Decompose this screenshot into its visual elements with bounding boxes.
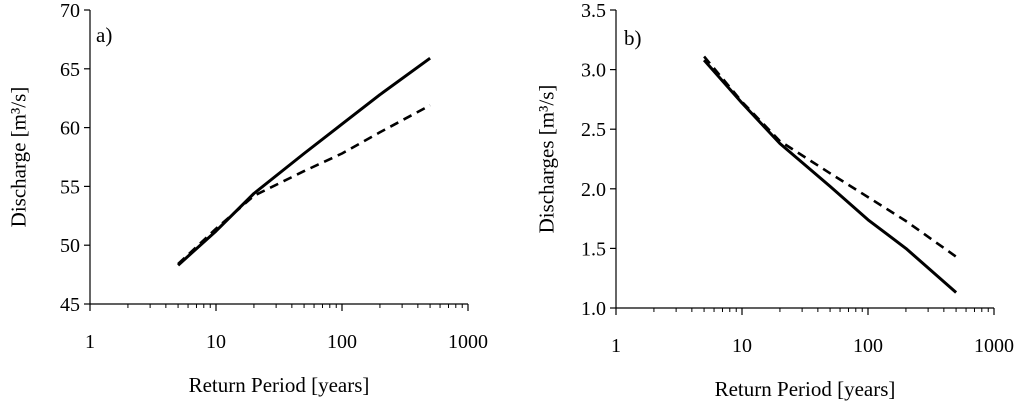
y-tick-label: 1.0: [581, 298, 606, 320]
panel-b: 1.0 1.5 2.0 2.5 3.0 3.5 1 10 100 1000 Return Perio…: [534, 0, 1014, 401]
x-tick-label: 1: [85, 331, 95, 353]
y-tick-label: 60: [60, 118, 80, 140]
y-tick-label: 3.0: [581, 60, 606, 82]
x-axis-title: Return Period [years]: [715, 377, 896, 401]
series-line-solid: [702, 59, 958, 294]
x-tick-label: 100: [327, 331, 357, 353]
y-tick-label: 45: [60, 294, 80, 316]
y-tick-label: 70: [60, 0, 80, 22]
panel-label: a): [96, 23, 112, 47]
x-tick-label: 100: [853, 335, 883, 357]
x-tick-label: 10: [732, 335, 752, 357]
panel-label: b): [624, 26, 642, 50]
x-tick-label: 1000: [448, 331, 488, 353]
x-axis-title: Return Period [years]: [189, 373, 370, 397]
y-tick-label: 2.0: [581, 179, 606, 201]
y-tick-label: 65: [60, 59, 80, 81]
y-axis-title: Discharge [m³/s]: [6, 87, 30, 228]
y-tick-label: 3.5: [581, 0, 606, 22]
x-tick-label: 1000: [974, 335, 1014, 357]
y-tick-label: 1.5: [581, 238, 606, 260]
x-tick-label: 1: [611, 335, 621, 357]
series-line-solid: [177, 56, 431, 267]
series-line-dashed: [177, 104, 431, 265]
series-line-dashed: [703, 55, 957, 258]
panel-a: 45 50 55 60 65 70 1 10 100 1000 Return Period [yea…: [6, 0, 488, 397]
x-tick-label: 10: [206, 331, 226, 353]
y-axis-title: Discharges [m³/s]: [534, 85, 558, 234]
y-tick-label: 55: [60, 176, 80, 198]
y-tick-label: 50: [60, 235, 80, 257]
y-tick-label: 2.5: [581, 119, 606, 141]
